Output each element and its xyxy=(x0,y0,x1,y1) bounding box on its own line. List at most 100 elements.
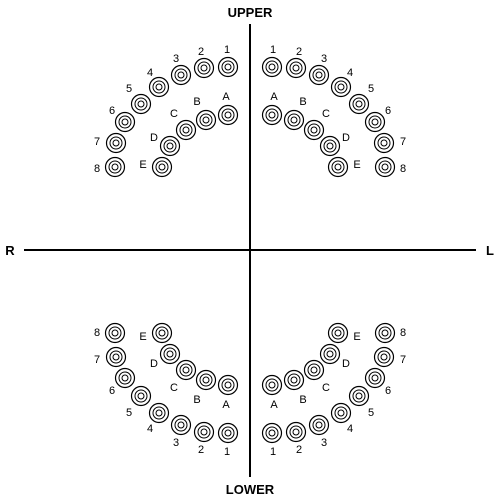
upper-left-permanent-tooth-3[interactable]: 3 xyxy=(310,53,329,85)
tooth-label: 4 xyxy=(147,423,153,435)
lower-left-primary-tooth-B[interactable]: B xyxy=(285,371,307,407)
tooth-inner-ring xyxy=(122,375,128,381)
lower-left-permanent-tooth-7[interactable]: 7 xyxy=(375,348,407,367)
tooth-label: D xyxy=(342,132,350,144)
lower-right-permanent-tooth-8[interactable]: 8 xyxy=(94,324,125,343)
upper-right-permanent-tooth-7[interactable]: 7 xyxy=(94,134,126,153)
tooth-middle-ring xyxy=(222,427,234,439)
upper-right-primary-tooth-D[interactable]: D xyxy=(150,132,179,156)
tooth-inner-ring xyxy=(311,367,317,373)
tooth-label: D xyxy=(150,132,158,144)
upper-left-permanent-tooth-6[interactable]: 6 xyxy=(366,105,392,132)
tooth-middle-ring xyxy=(266,61,278,73)
lower-left-permanent-tooth-1[interactable]: 1 xyxy=(263,424,282,459)
upper-right-primary-tooth-A[interactable]: A xyxy=(219,91,238,125)
tooth-label: 2 xyxy=(198,46,204,58)
tooth-middle-ring xyxy=(353,390,365,402)
upper-left-primary-tooth-D[interactable]: D xyxy=(321,132,351,156)
lower-right-permanent-tooth-1[interactable]: 1 xyxy=(219,424,238,459)
upper-right-permanent-tooth-5[interactable]: 5 xyxy=(126,83,151,114)
tooth-middle-ring xyxy=(164,140,176,152)
upper-left-primary-tooth-B[interactable]: B xyxy=(285,96,307,130)
upper-right-primary-tooth-B[interactable]: B xyxy=(193,96,215,130)
upper-left-primary-tooth-E[interactable]: E xyxy=(329,158,361,177)
tooth-outer-ring xyxy=(310,66,329,85)
tooth-middle-ring xyxy=(313,419,325,431)
tooth-inner-ring xyxy=(338,410,344,416)
tooth-middle-ring xyxy=(290,62,302,74)
tooth-outer-ring xyxy=(263,424,282,443)
tooth-label: 6 xyxy=(109,105,115,117)
lower-right-primary-tooth-D[interactable]: D xyxy=(150,345,179,371)
tooth-middle-ring xyxy=(180,124,192,136)
upper-left-permanent-tooth-2[interactable]: 2 xyxy=(287,46,306,78)
tooth-label: 7 xyxy=(94,354,100,366)
tooth-label: A xyxy=(222,91,230,103)
lower-right-permanent-tooth-4[interactable]: 4 xyxy=(147,404,169,436)
upper-right-permanent-tooth-3[interactable]: 3 xyxy=(172,53,191,85)
lower-left-primary-tooth-E[interactable]: E xyxy=(329,324,361,344)
lower-right-permanent-tooth-2[interactable]: 2 xyxy=(195,423,214,457)
tooth-inner-ring xyxy=(316,72,322,78)
upper-left-primary-tooth-C[interactable]: C xyxy=(305,108,331,140)
tooth-outer-ring xyxy=(219,424,238,443)
tooth-middle-ring xyxy=(266,427,278,439)
lower-left-primary-tooth-D[interactable]: D xyxy=(321,345,351,371)
tooth-outer-ring xyxy=(107,348,126,367)
tooth-outer-ring xyxy=(106,324,125,343)
tooth-outer-ring xyxy=(219,106,238,125)
lower-right-primary-tooth-B[interactable]: B xyxy=(193,371,215,407)
lower-right-permanent-tooth-3[interactable]: 3 xyxy=(172,416,191,450)
tooth-label: 6 xyxy=(385,385,391,397)
tooth-label: C xyxy=(170,382,178,394)
upper-right-permanent-tooth-1[interactable]: 1 xyxy=(219,44,238,77)
lower-right-primary-tooth-E[interactable]: E xyxy=(139,324,171,344)
tooth-label: B xyxy=(299,394,306,406)
tooth-label: 8 xyxy=(400,327,406,339)
upper-left-permanent-tooth-1[interactable]: 1 xyxy=(263,44,282,77)
tooth-inner-ring xyxy=(269,112,275,118)
tooth-outer-ring xyxy=(350,387,369,406)
tooth-label: 1 xyxy=(224,446,230,458)
lower-left-permanent-tooth-3[interactable]: 3 xyxy=(310,416,329,450)
lower-right-permanent-tooth-6[interactable]: 6 xyxy=(109,369,135,398)
lower-right-permanent-tooth-5[interactable]: 5 xyxy=(126,387,151,420)
tooth-inner-ring xyxy=(183,367,189,373)
lower-right-primary-tooth-C[interactable]: C xyxy=(170,361,195,395)
upper-left-permanent-tooth-5[interactable]: 5 xyxy=(350,83,375,114)
tooth-outer-ring xyxy=(195,423,214,442)
upper-right-primary-tooth-E[interactable]: E xyxy=(139,158,171,177)
upper-right-permanent-tooth-2[interactable]: 2 xyxy=(195,46,214,78)
tooth-inner-ring xyxy=(335,330,341,336)
lower-label: LOWER xyxy=(226,482,275,497)
upper-left-permanent-tooth-8[interactable]: 8 xyxy=(376,158,407,177)
tooth-inner-ring xyxy=(167,143,173,149)
lower-left-permanent-tooth-4[interactable]: 4 xyxy=(332,404,354,436)
tooth-outer-ring xyxy=(172,416,191,435)
upper-left-primary-tooth-A[interactable]: A xyxy=(263,91,282,125)
lower-left-permanent-tooth-6[interactable]: 6 xyxy=(366,369,392,398)
tooth-outer-ring xyxy=(305,361,324,380)
tooth-outer-ring xyxy=(263,106,282,125)
tooth-middle-ring xyxy=(135,98,147,110)
lower-right-primary-tooth-A[interactable]: A xyxy=(219,376,238,412)
tooth-outer-ring xyxy=(153,324,172,343)
tooth-middle-ring xyxy=(109,327,121,339)
tooth-outer-ring xyxy=(150,404,169,423)
lower-right-permanent-tooth-7[interactable]: 7 xyxy=(94,348,126,367)
lower-left-primary-tooth-A[interactable]: A xyxy=(263,376,282,412)
tooth-label: E xyxy=(353,159,360,171)
lower-left-primary-tooth-C[interactable]: C xyxy=(305,361,331,395)
tooth-outer-ring xyxy=(376,324,395,343)
upper-right-primary-tooth-C[interactable]: C xyxy=(170,108,195,140)
lower-left-permanent-tooth-8[interactable]: 8 xyxy=(376,324,407,343)
upper-right-permanent-tooth-4[interactable]: 4 xyxy=(147,67,169,97)
tooth-inner-ring xyxy=(159,330,165,336)
upper-left-permanent-tooth-4[interactable]: 4 xyxy=(332,67,354,97)
lower-left-permanent-tooth-2[interactable]: 2 xyxy=(287,423,306,457)
upper-left-permanent-tooth-7[interactable]: 7 xyxy=(375,134,407,153)
tooth-inner-ring xyxy=(269,64,275,70)
upper-right-permanent-tooth-6[interactable]: 6 xyxy=(109,105,135,132)
upper-right-permanent-tooth-8[interactable]: 8 xyxy=(94,158,125,177)
lower-left-permanent-tooth-5[interactable]: 5 xyxy=(350,387,375,420)
